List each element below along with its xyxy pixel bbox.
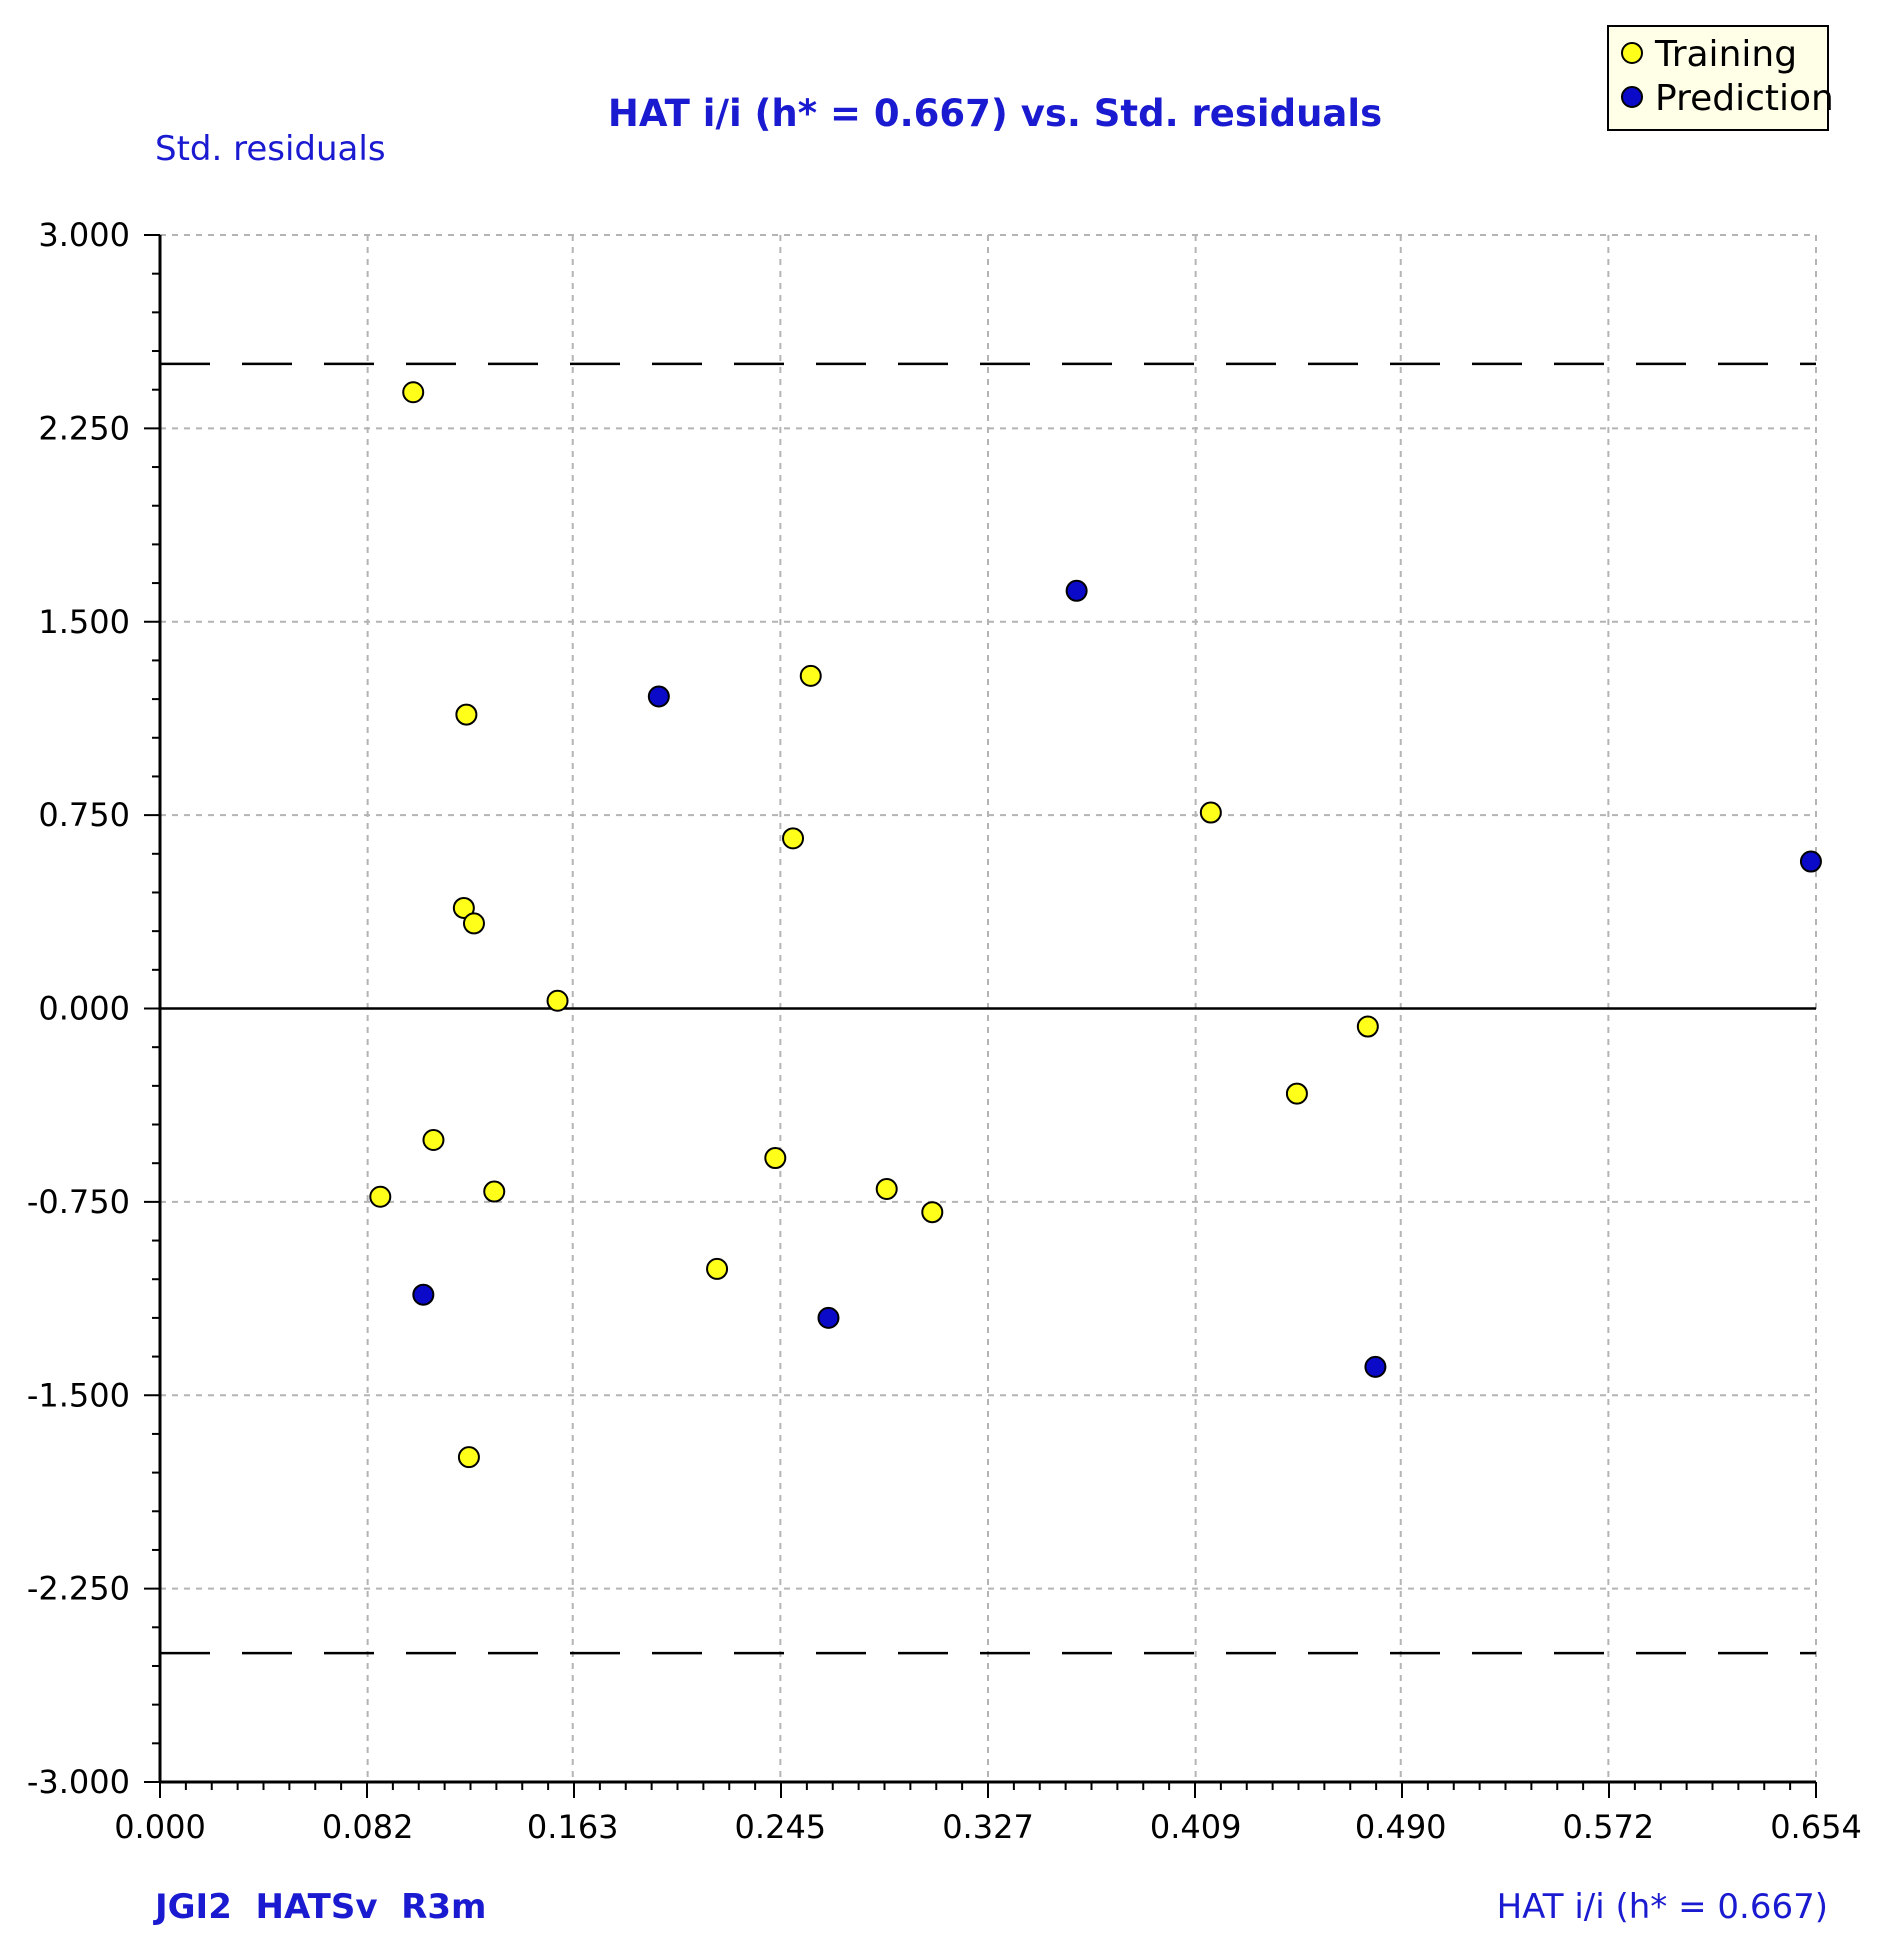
training-point <box>483 1180 506 1203</box>
prediction-point <box>1065 579 1088 602</box>
prediction-point <box>1799 850 1822 873</box>
y-tick-label: -2.250 <box>27 1570 130 1608</box>
legend-prediction-marker <box>1621 86 1643 108</box>
y-tick-label: 1.500 <box>38 603 130 641</box>
y-axis-label: Std. residuals <box>155 129 386 169</box>
x-tick-label: 0.490 <box>1355 1808 1447 1846</box>
prediction-point <box>817 1306 840 1329</box>
y-tick-label: 2.250 <box>38 409 130 447</box>
prediction-point <box>1364 1355 1387 1378</box>
reference-lines <box>160 362 1816 1655</box>
training-point <box>706 1257 729 1280</box>
minor-ticks <box>144 234 1817 1798</box>
legend-training-label: Training <box>1654 34 1797 75</box>
x-tick-label: 0.572 <box>1563 1808 1655 1846</box>
training-point <box>1356 1015 1379 1038</box>
x-tick-label: 0.000 <box>114 1808 206 1846</box>
y-tick-label: -0.750 <box>27 1183 130 1221</box>
prediction-point <box>647 685 670 708</box>
descriptor-footer: JGI2 HATSv R3m <box>153 1887 486 1927</box>
x-tick-label: 0.082 <box>322 1808 414 1846</box>
training-point <box>799 664 822 687</box>
training-point <box>782 827 805 850</box>
y-tick-label: 0.750 <box>38 796 130 834</box>
y-tick-label: 3.000 <box>38 216 130 254</box>
training-point <box>764 1147 787 1170</box>
legend: Training Prediction <box>1607 25 1834 131</box>
training-point <box>402 381 425 404</box>
y-tick-label: -1.500 <box>27 1376 130 1414</box>
training-point <box>422 1128 445 1151</box>
training-point <box>462 912 485 935</box>
training-point <box>921 1201 944 1224</box>
training-point <box>546 989 569 1012</box>
legend-prediction-label: Prediction <box>1655 78 1834 119</box>
x-axis-label: HAT i/i (h* = 0.667) <box>1497 1887 1828 1927</box>
y-tick-labels: 3.000 2.250 1.500 0.750 0.000 -0.750 -1.500 -2.… <box>27 216 130 1801</box>
x-tick-labels: 0.000 0.082 0.163 0.245 0.327 0.409 0.490 0.572… <box>114 1808 1862 1846</box>
prediction-point <box>412 1283 435 1306</box>
x-tick-label: 0.245 <box>735 1808 827 1846</box>
training-point <box>452 896 475 919</box>
training-point <box>875 1177 898 1200</box>
data-points <box>369 381 1822 1469</box>
legend-training-marker <box>1621 42 1643 64</box>
chart-title: HAT i/i (h* = 0.667) vs. Std. residuals <box>608 92 1382 135</box>
training-point <box>1285 1082 1308 1105</box>
training-point <box>369 1185 392 1208</box>
training-point <box>1199 801 1222 824</box>
x-tick-label: 0.327 <box>942 1808 1034 1846</box>
x-tick-label: 0.654 <box>1770 1808 1862 1846</box>
y-tick-label: -3.000 <box>27 1763 130 1801</box>
training-point <box>455 703 478 726</box>
x-tick-label: 0.409 <box>1150 1808 1242 1846</box>
training-point <box>457 1446 480 1469</box>
legend-box <box>1607 25 1829 131</box>
y-tick-label: 0.000 <box>38 990 130 1028</box>
x-tick-label: 0.163 <box>527 1808 619 1846</box>
